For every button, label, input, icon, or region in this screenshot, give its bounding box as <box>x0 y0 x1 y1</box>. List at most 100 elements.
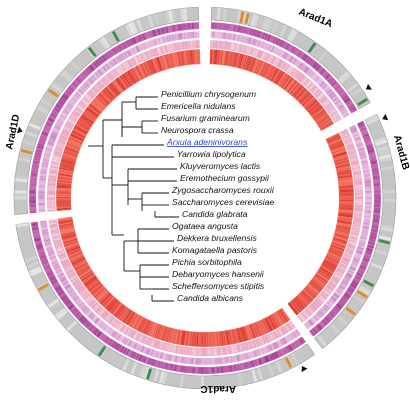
pink-ring-stripe <box>350 159 359 163</box>
pink-ring-stripe <box>108 72 114 80</box>
purple-ring-2-stripe <box>357 145 364 149</box>
purple-ring-2-stripe <box>98 68 104 75</box>
outer-gene-density-ring-stripe <box>261 17 268 30</box>
red-ring-stripe <box>234 328 239 343</box>
outer-ring-accent <box>356 290 368 299</box>
red-ring-stripe <box>339 200 354 203</box>
pink-ring-stripe <box>333 274 341 280</box>
pink-ring-stripe <box>98 309 105 316</box>
pink-ring-stripe <box>335 271 343 277</box>
purple-ring-1-stripe <box>267 354 272 362</box>
purple-ring-1-stripe <box>361 260 369 264</box>
red-ring-stripe <box>313 109 326 120</box>
purple-ring-1-stripe <box>212 22 214 29</box>
purple-ring-2-stripe <box>175 355 179 363</box>
pink-ring-stripe <box>72 111 80 117</box>
pink-ring-stripe <box>84 94 92 101</box>
purple-ring-2-stripe <box>76 299 82 305</box>
red-ring-stripe <box>337 173 352 177</box>
purple-ring-2-stripe <box>59 116 66 121</box>
purple-ring-2-stripe <box>306 68 312 75</box>
purple-ring-2-stripe <box>352 259 359 264</box>
pink-ring-stripe <box>194 348 197 356</box>
pink-ring-stripe <box>282 62 288 70</box>
red-ring-stripe <box>137 65 146 79</box>
purple-ring-1-stripe <box>57 289 63 294</box>
purple-ring-1-stripe <box>132 37 137 44</box>
red-ring-stripe <box>58 173 73 177</box>
red-ring-stripe <box>311 107 324 117</box>
red-ring-stripe <box>91 101 103 112</box>
pink-ring-stripe <box>235 43 238 51</box>
purple-ring-2-stripe <box>296 60 301 67</box>
red-ring-stripe <box>190 331 194 347</box>
purple-ring-2-stripe <box>320 82 326 88</box>
purple-ring-1-stripe <box>222 23 225 30</box>
purple-ring-1-stripe <box>29 198 36 200</box>
purple-ring-1-stripe <box>193 22 196 29</box>
red-ring-stripe <box>72 130 86 138</box>
pink-ring-stripe <box>112 69 118 77</box>
purple-ring-2-stripe <box>209 358 212 365</box>
purple-ring-2-stripe <box>364 216 371 219</box>
purple-ring-1-stripe <box>296 339 302 346</box>
pink-ring-stripe <box>353 217 362 220</box>
purple-ring-1-stripe <box>227 365 230 373</box>
pink-ring-stripe <box>64 124 72 130</box>
purple-ring-1-stripe <box>207 367 210 374</box>
outer-gene-density-ring-stripe <box>236 10 242 23</box>
red-ring-stripe <box>331 146 345 153</box>
outer-gene-density-ring-stripe <box>200 376 204 389</box>
red-ring-stripe <box>332 150 347 156</box>
purple-ring-1-stripe <box>332 82 338 88</box>
pink-ring-stripe <box>240 44 244 53</box>
red-ring-stripe <box>127 312 136 326</box>
red-ring-stripe <box>75 123 89 132</box>
purple-ring-1-stripe <box>165 26 169 33</box>
purple-ring-2-stripe <box>254 39 258 46</box>
purple-ring-1-stripe <box>285 43 290 50</box>
purple-ring-1-stripe <box>325 74 332 81</box>
red-ring-stripe <box>316 271 330 281</box>
red-ring-stripe <box>329 247 344 254</box>
purple-ring-2-stripe <box>165 353 169 361</box>
red-ring-stripe <box>331 148 346 154</box>
red-ring-stripe <box>317 271 330 280</box>
purple-ring-1-stripe <box>153 29 157 36</box>
outer-gene-density-ring-stripe <box>130 362 138 375</box>
purple-ring-2-stripe <box>288 334 293 341</box>
purple-ring-2-stripe <box>173 34 176 41</box>
pink-ring-stripe <box>111 318 117 326</box>
purple-ring-1-stripe <box>225 23 228 31</box>
purple-ring-2-stripe <box>174 355 177 363</box>
pink-ring-stripe <box>271 332 277 340</box>
purple-ring-2-stripe <box>350 265 357 270</box>
purple-ring-2-stripe <box>353 258 360 262</box>
purple-ring-2-stripe <box>51 259 58 264</box>
red-ring-stripe <box>283 77 293 90</box>
purple-ring-2-stripe <box>243 353 247 360</box>
pink-ring-stripe <box>47 186 55 189</box>
red-ring-stripe <box>330 145 345 152</box>
purple-ring-2-stripe <box>174 34 177 41</box>
red-ring-stripe <box>72 129 86 137</box>
purple-ring-2-stripe <box>329 297 336 303</box>
purple-ring-1-stripe <box>77 76 84 82</box>
red-ring-stripe <box>304 287 317 298</box>
purple-ring-1-stripe <box>29 196 36 199</box>
purple-ring-2-stripe <box>96 70 102 77</box>
red-ring-stripe <box>91 284 104 296</box>
purple-ring-1-stripe <box>351 109 358 114</box>
purple-ring-1-stripe <box>166 363 169 370</box>
pink-ring-stripe <box>115 321 121 329</box>
pink-ring-stripe <box>259 337 264 345</box>
red-ring-stripe <box>76 121 90 131</box>
purple-ring-1-stripe <box>368 240 376 243</box>
purple-ring-1-stripe <box>48 275 55 280</box>
red-ring-stripe <box>94 98 106 109</box>
red-ring-stripe <box>174 329 179 344</box>
red-ring-stripe <box>56 207 72 210</box>
pink-ring-stripe <box>84 295 92 301</box>
purple-ring-2-stripe <box>48 139 55 144</box>
pink-ring-stripe <box>178 42 181 50</box>
